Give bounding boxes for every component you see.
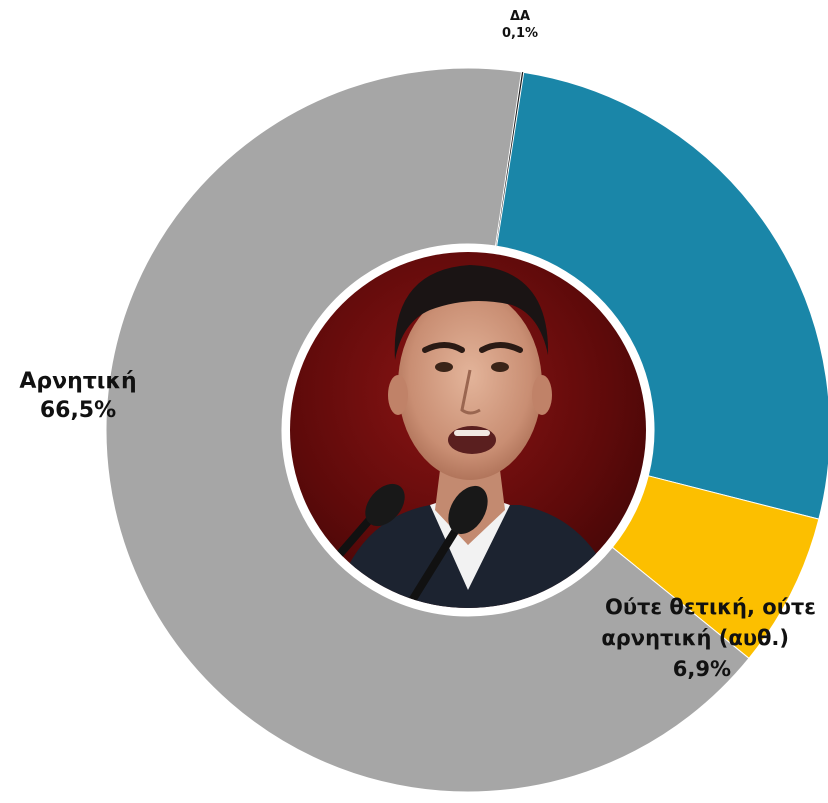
label-neutral-value: 6,9%	[673, 657, 731, 681]
label-negative-name: Αρνητική	[19, 369, 136, 394]
label-negative-value: 66,5%	[40, 398, 116, 423]
label-neutral-line2: αρνητική (αυθ.)	[601, 626, 789, 650]
slice-3	[105, 67, 750, 793]
slice-1	[496, 71, 828, 520]
label-da-name: ΔΑ	[510, 9, 530, 24]
data-labels: ΔΑ 0,1% Αρνητική 66,5% Ούτε θετική, ούτε…	[19, 9, 816, 681]
label-neutral-line1: Ούτε θετική, ούτε	[605, 595, 816, 619]
donut-slices	[105, 67, 828, 793]
label-da-value: 0,1%	[502, 26, 538, 41]
